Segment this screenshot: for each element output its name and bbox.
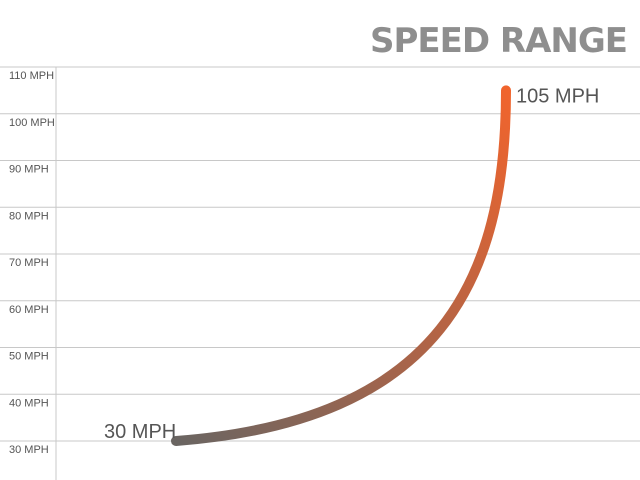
y-tick-label: 80 MPH (9, 210, 49, 222)
y-tick-label: 40 MPH (9, 397, 49, 409)
start-speed-label: 30 MPH (104, 421, 176, 443)
y-tick-label: 90 MPH (9, 164, 49, 176)
y-tick-label: 110 MPH (9, 70, 54, 82)
y-tick-label: 50 MPH (9, 351, 49, 363)
chart-title: SPEED RANGE (370, 21, 627, 61)
y-tick-label: 70 MPH (9, 257, 49, 269)
y-tick-label: 100 MPH (9, 117, 55, 129)
grid-lines (0, 66, 640, 442)
y-tick-label: 60 MPH (9, 304, 49, 316)
end-speed-label: 105 MPH (516, 85, 599, 107)
y-tick-label: 30 MPH (9, 444, 49, 456)
y-axis-ticks: 110 MPH 100 MPH 90 MPH 80 MPH 70 MPH 60 MPH 50… (9, 70, 55, 456)
speed-curve (171, 85, 511, 446)
